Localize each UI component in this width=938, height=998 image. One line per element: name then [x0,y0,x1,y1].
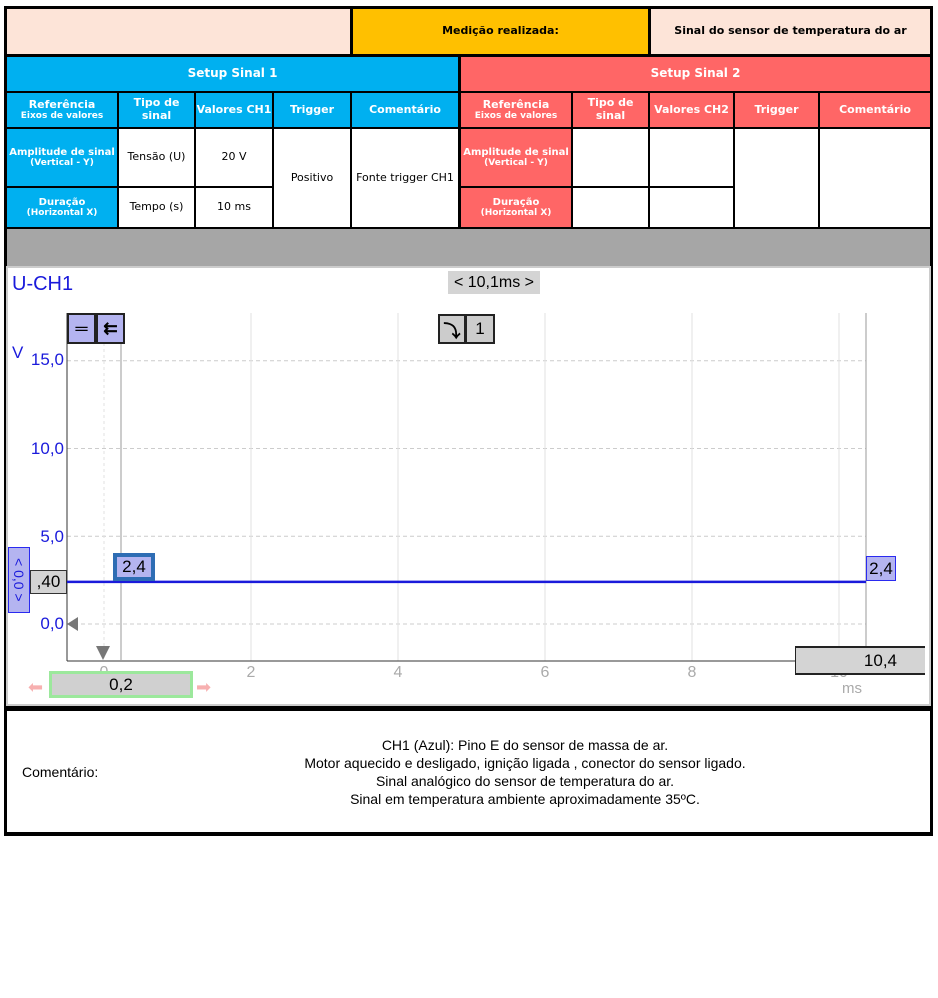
row-sub: (Horizontal X) [480,208,552,219]
col-ref-label: Referência [28,97,96,111]
setup1-duration-value: 10 ms [196,188,272,227]
cursor-right-arrow-icon[interactable]: ➡ [196,677,212,698]
setup2-row-amplitude: Amplitude de sinal (Vertical - Y) [461,129,571,186]
setup1-col-values: Valores CH1 [196,93,272,127]
y-tick: 10,0 [30,439,64,458]
setup2-col-ref: Referência Eixos de valores [461,93,571,127]
setup1-trigger: Positivo [274,129,350,227]
cursor1-value[interactable]: 2,4 [113,553,155,581]
x-tick: 2 [246,664,256,681]
setup1-amplitude-value: 20 V [196,129,272,186]
offset-control[interactable]: < 0,0 > [8,547,30,613]
setup2-col-values: Valores CH2 [650,93,733,127]
y-tick: 5,0 [40,527,64,546]
cursor-left-arrow-icon[interactable]: ⬅ [28,677,44,698]
col-ref-label: Referência [482,97,550,111]
comment-line: Sinal em temperatura ambiente aproximada… [350,791,700,807]
blank-header-cell [7,9,350,54]
setup2-title: Setup Sinal 2 [461,57,930,91]
setup1-col-ref: Referência Eixos de valores [7,93,117,127]
cursor2-time[interactable]: 10,4 [795,646,925,675]
cursor-arrows-icon[interactable]: ⇇ [96,313,125,344]
setup2-comment [820,129,930,227]
setup1-duration-type: Tempo (s) [119,188,194,227]
col-ref-sub: Eixos de valores [20,111,104,122]
setup1-col-comment: Comentário [352,93,458,127]
x-tick: 6 [540,664,550,681]
separator-band [7,229,930,266]
setup1-col-type: Tipo de sinal [119,93,194,127]
scope-plot [66,313,867,662]
comment-label: Comentário: [22,764,99,780]
trigger-edge-icon[interactable]: ⤵ [438,314,466,344]
y-tick: 0,0 [40,614,64,633]
col-ref-sub: Eixos de valores [474,111,558,122]
setup2-row-duration: Duração (Horizontal X) [461,188,571,227]
row-sub: (Horizontal X) [26,208,98,219]
setup1-amplitude-type: Tensão (U) [119,129,194,186]
setup2-col-trigger: Trigger [735,93,818,127]
setup1-row-duration: Duração (Horizontal X) [7,188,117,227]
row-label: Amplitude de sinal [9,146,115,158]
row-sub: (Vertical - Y) [30,158,94,169]
setup2-duration-value [650,188,733,227]
row-sub: (Vertical - Y) [484,158,548,169]
setup1-title: Setup Sinal 1 [7,57,458,91]
comment-line: CH1 (Azul): Pino E do sensor de massa de… [381,737,669,753]
y-tick: 15,0 [30,350,64,369]
x-tick: 8 [687,664,697,681]
time-span-label[interactable]: < 10,1ms > [448,271,540,294]
setup2-amplitude-value [650,129,733,186]
ground-marker-icon [67,617,78,631]
comment-panel [7,711,930,832]
measurement-label: Medição realizada: [353,9,648,54]
row-label: Duração [492,196,540,208]
cursor2-value[interactable]: 2,4 [866,556,896,581]
setup2-amplitude-type [573,129,648,186]
x-unit-label: ms [842,680,862,697]
y-unit-label: V [12,343,24,362]
measurement-value: Sinal do sensor de temperatura do ar [651,9,930,54]
trigger-position-marker-icon [96,646,110,660]
setup1-row-amplitude: Amplitude de sinal (Vertical - Y) [7,129,117,186]
comment-line: Sinal analógico do sensor de temperatura… [375,773,675,789]
setup2-duration-type [573,188,648,227]
channel-label: U-CH1 [12,273,74,295]
setup2-col-comment: Comentário [820,93,930,127]
setup1-col-trigger: Trigger [274,93,350,127]
setup1-comment: Fonte trigger CH1 [352,129,458,227]
setup2-trigger [735,129,818,227]
x-tick: 4 [393,664,403,681]
row-label: Duração [38,196,86,208]
comment-text: CH1 (Azul): Pino E do sensor de massa de… [200,736,850,808]
cursor1-time[interactable]: 0,2 [49,671,193,698]
level-value[interactable]: ,40 [30,570,67,594]
comment-line: Motor aquecido e desligado, ignição liga… [304,755,746,771]
setup2-col-type: Tipo de sinal [573,93,648,127]
cursor-mode-icon[interactable]: ═ [67,313,96,344]
row-label: Amplitude de sinal [463,146,569,158]
trigger-channel-button[interactable]: 1 [465,314,495,344]
